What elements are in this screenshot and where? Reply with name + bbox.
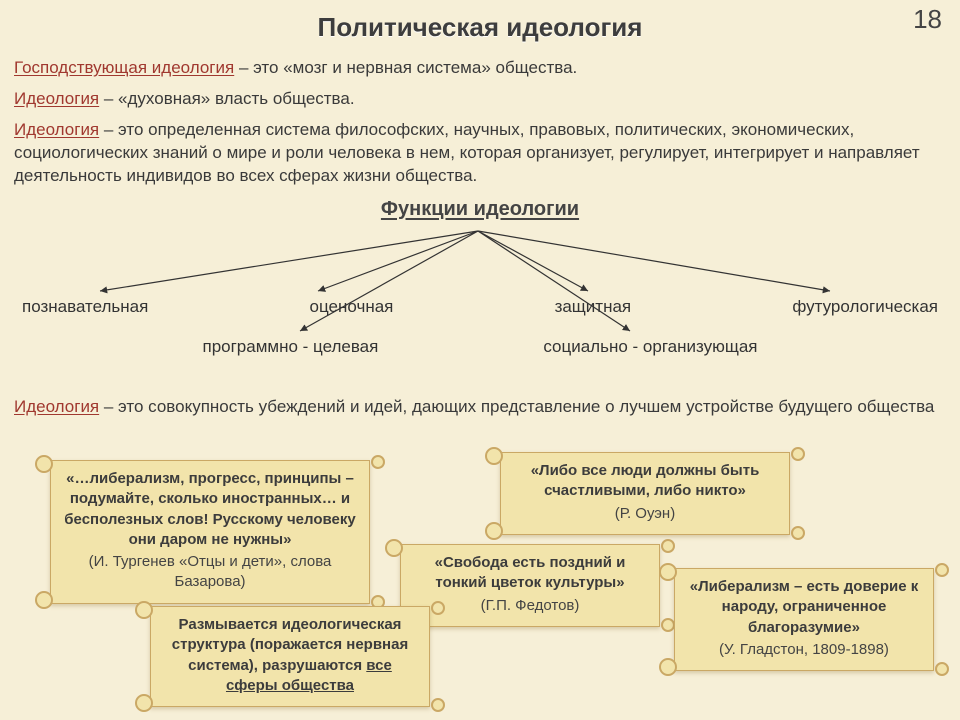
func-futurological: футурологическая [792, 297, 938, 317]
quote-owen-attr: (Р. Оуэн) [513, 504, 777, 524]
term-3: Идеология [14, 120, 99, 139]
term-2: Идеология [14, 89, 99, 108]
quote-turgenev-text: «…либерализм, прогресс, принципы – подум… [63, 469, 357, 550]
term-1: Господствующая идеология [14, 58, 234, 77]
quote-turgenev: «…либерализм, прогресс, принципы – подум… [50, 460, 370, 604]
definition-3: Идеология – это определенная система фил… [14, 119, 946, 188]
def-4-text: – это совокупность убеждений и идей, даю… [99, 397, 934, 416]
functions-title: Функции идеологии [0, 198, 960, 221]
quote-owen: «Либо все люди должны быть счастливыми, … [500, 452, 790, 535]
term-4: Идеология [14, 397, 99, 416]
def-2-text: – «духовная» власть общества. [99, 89, 354, 108]
func-social: социально - организующая [543, 337, 757, 357]
quote-fedotov-attr: (Г.П. Федотов) [413, 596, 647, 616]
def-3-text: – это определенная система философских, … [14, 120, 920, 185]
func-evaluative: оценочная [310, 297, 394, 317]
quote-fedotov-text: «Свобода есть поздний и тонкий цветок ку… [413, 553, 647, 594]
definition-1: Господствующая идеология – это «мозг и н… [14, 57, 946, 80]
quote-turgenev-attr: (И. Тургенев «Отцы и дети», слова Базаро… [63, 552, 357, 593]
func-cognitive: познавательная [22, 297, 148, 317]
functions-row-bottom: программно - целевая социально - организ… [0, 337, 960, 357]
func-program: программно - целевая [202, 337, 378, 357]
quote-gladstone-text: «Либерализм – есть доверие к народу, огр… [687, 577, 921, 638]
definition-4: Идеология – это совокупность убеждений и… [14, 396, 946, 419]
functions-row-top: познавательная оценочная защитная футуро… [0, 297, 960, 317]
content-area: Господствующая идеология – это «мозг и н… [0, 57, 960, 188]
quote-gladstone-attr: (У. Гладстон, 1809-1898) [687, 640, 921, 660]
def-1-text: – это «мозг и нервная система» общества. [234, 58, 577, 77]
page-title: Политическая идеология [0, 0, 960, 49]
quote-structure-text: Размывается идеологическая структура (по… [163, 615, 417, 696]
quote-gladstone: «Либерализм – есть доверие к народу, огр… [674, 568, 934, 671]
quote-owen-text: «Либо все люди должны быть счастливыми, … [513, 461, 777, 502]
quote-structure: Размывается идеологическая структура (по… [150, 606, 430, 707]
func-protective: защитная [555, 297, 632, 317]
definition-2: Идеология – «духовная» власть общества. [14, 88, 946, 111]
page-number: 18 [913, 4, 942, 35]
functions-diagram: познавательная оценочная защитная футуро… [0, 223, 960, 363]
